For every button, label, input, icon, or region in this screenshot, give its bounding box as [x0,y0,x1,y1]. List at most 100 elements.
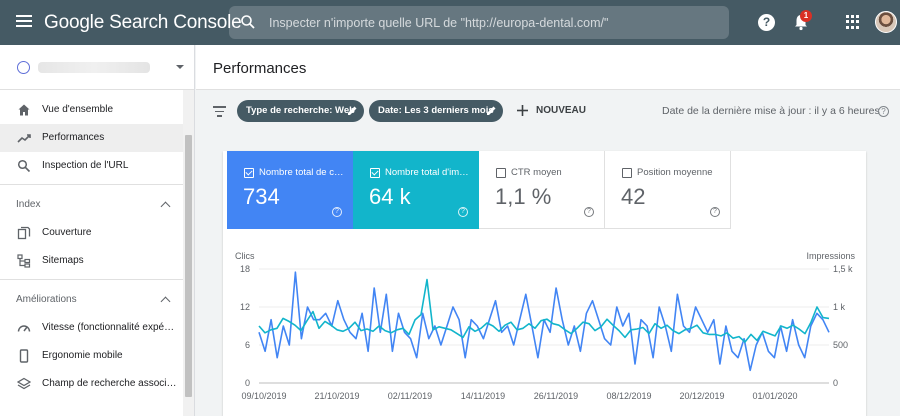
help-icon[interactable]: ? [332,207,342,217]
filter-icon[interactable] [213,106,226,120]
x-tick-label: 09/10/2019 [241,391,286,401]
sidebar-item-mobile-usability[interactable]: Ergonomie mobile [0,342,183,370]
page-title: Performances [213,60,307,77]
performance-card: Nombre total de c… 734 ? Nombre total d'… [223,151,866,416]
globe-icon [17,61,30,74]
y-tick-right: 0 [833,378,838,388]
metric-checkbox[interactable] [622,168,632,178]
metric-value: 64 k [369,184,411,209]
chip-search-type[interactable]: Type de recherche: Web [237,100,364,122]
y-tick-left: 0 [245,378,250,388]
y-tick-left: 18 [240,264,250,274]
sidebar-item-coverage[interactable]: Couverture [0,219,183,247]
chevron-up-icon[interactable] [160,296,171,307]
help-icon[interactable]: ? [758,14,775,31]
help-icon[interactable]: ? [584,207,594,217]
performance-chart: Clics Impressions 18 1,5 k 12 1 k 6 500 0 0 09/10/… [223,239,866,416]
menu-icon[interactable] [16,15,32,27]
x-tick-label: 08/12/2019 [606,391,651,401]
app-title[interactable]: Google Search Console [44,12,242,33]
sidebar-item-sitelinks-searchbox[interactable]: Champ de recherche associ… [0,370,183,398]
x-tick-label: 21/10/2019 [314,391,359,401]
metric-label: Nombre total d'im… [385,167,469,178]
help-icon[interactable]: ? [710,207,720,217]
series-line-impressions [258,278,830,343]
metric-checkbox[interactable] [244,168,254,178]
y-axis-left-title: Clics [235,251,255,261]
metric-value: 734 [243,184,280,209]
metric-value: 1,1 % [495,184,552,209]
x-tick-label: 26/11/2019 [534,391,578,401]
sidebar-item-label: Vue d'ensemble [42,104,114,115]
notification-count-badge: 1 [800,10,812,22]
sidebar-item-label: Inspection de l'URL [42,160,129,171]
sidebar-item-speed[interactable]: Vitesse (fonctionnalité expé… [0,314,183,342]
y-tick-left: 6 [245,340,250,350]
search-icon [241,15,255,29]
x-tick-label: 02/11/2019 [388,391,432,401]
help-icon[interactable]: ? [878,106,889,117]
x-tick-label: 20/12/2019 [679,391,724,401]
page-header: Performances [196,45,900,90]
performance-chart-svg: Clics Impressions 18 1,5 k 12 1 k 6 500 0 0 09/10/… [235,251,856,401]
metric-label: Nombre total de c… [259,167,344,178]
edit-pencil-icon [348,106,357,115]
y-tick-left: 12 [240,302,250,312]
main-content: Performances Type de recherche: Web Date… [196,45,900,416]
file-copy-icon [17,226,31,240]
metric-label: Position moyenne [637,167,713,178]
section-header-index: Index [16,199,41,210]
x-tick-label: 01/01/2020 [752,391,797,401]
filter-bar: Type de recherche: Web Date: Les 3 derni… [196,91,900,131]
chevron-up-icon[interactable] [160,201,171,212]
url-inspect-search[interactable] [229,6,729,39]
speed-gauge-icon [17,325,31,332]
plus-icon [517,105,528,116]
top-app-bar: Google Search Console ? 1 [0,0,900,45]
sidebar-item-label: Ergonomie mobile [42,350,123,361]
sitemap-icon [17,254,31,268]
phone-icon [19,349,29,363]
sidebar-divider [0,279,183,280]
apps-grid-icon[interactable] [846,15,860,29]
sidebar: Vue d'ensemble Performances Inspection d… [0,45,195,416]
sidebar-scrollbar[interactable] [183,90,194,416]
metric-total-clicks[interactable]: Nombre total de c… 734 ? [227,151,353,229]
chip-label: Type de recherche: Web [246,105,355,116]
chip-label: Date: Les 3 derniers mois [378,105,494,116]
y-axis-right-title: Impressions [806,251,855,261]
property-name-redacted [38,62,150,73]
help-icon[interactable]: ? [458,207,468,217]
new-filter-label: NOUVEAU [536,105,587,116]
home-icon [18,104,30,116]
sidebar-item-label: Champ de recherche associ… [42,378,177,389]
sidebar-item-overview[interactable]: Vue d'ensemble [0,96,183,124]
trending-up-icon [17,134,31,143]
y-tick-right: 1,5 k [833,264,853,274]
edit-pencil-icon [487,106,496,115]
account-avatar[interactable] [875,11,897,33]
series-line-clics [258,271,830,372]
section-header-enhancements: Améliorations [16,294,77,305]
chip-date-range[interactable]: Date: Les 3 derniers mois [369,100,503,122]
sidebar-item-url-inspection[interactable]: Inspection de l'URL [0,152,183,180]
y-tick-right: 1 k [833,302,846,312]
metric-value: 42 [621,184,646,209]
metric-checkbox[interactable] [370,168,380,178]
sidebar-item-label: Performances [42,132,105,143]
y-tick-right: 500 [833,340,848,350]
sidebar-scroll-thumb[interactable] [185,135,192,397]
metric-total-impressions[interactable]: Nombre total d'im… 64 k ? [353,151,479,229]
search-icon [17,159,31,173]
sidebar-divider [0,184,183,185]
sidebar-item-performance[interactable]: Performances [0,124,183,152]
property-selector[interactable] [0,45,194,90]
metric-average-ctr[interactable]: CTR moyen 1,1 % ? [479,151,605,229]
sidebar-item-sitemaps[interactable]: Sitemaps [0,247,183,275]
last-update-text: Date de la dernière mise à jour : il y a… [662,105,880,117]
metric-average-position[interactable]: Position moyenne 42 ? [605,151,731,229]
search-input[interactable] [269,6,719,39]
metric-label: CTR moyen [511,167,562,178]
metric-checkbox[interactable] [496,168,506,178]
sidebar-item-label: Sitemaps [42,255,84,266]
